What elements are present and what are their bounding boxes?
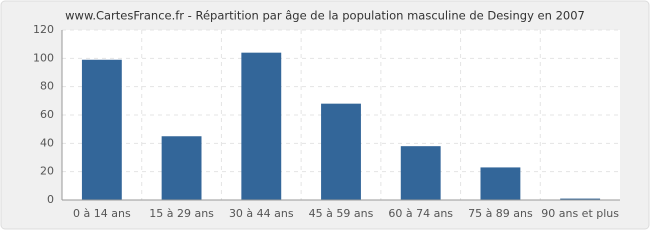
y-tick-label: 100 [33, 51, 54, 64]
x-tick-label: 15 à 29 ans [149, 207, 214, 220]
y-tick-label: 0 [47, 193, 54, 206]
bar [161, 136, 202, 200]
y-tick-label: 40 [40, 136, 54, 149]
page: www.CartesFrance.fr - Répartition par âg… [0, 0, 650, 230]
y-tick-label: 80 [40, 80, 54, 93]
bar [81, 59, 122, 200]
x-tick-label: 90 ans et plus [541, 207, 619, 220]
x-tick-label: 0 à 14 ans [73, 207, 131, 220]
bar [480, 167, 521, 200]
chart-title: www.CartesFrance.fr - Répartition par âg… [65, 9, 585, 23]
bar [321, 103, 361, 200]
bar [241, 52, 282, 200]
y-tick-label: 60 [40, 108, 54, 121]
bar [400, 146, 441, 200]
x-tick-label: 45 à 59 ans [309, 207, 374, 220]
x-tick-label: 60 à 74 ans [388, 207, 453, 220]
y-tick-label: 20 [40, 165, 54, 178]
x-tick-label: 75 à 89 ans [468, 207, 533, 220]
y-tick-label: 120 [33, 23, 54, 36]
bar [560, 198, 601, 200]
chart: www.CartesFrance.fr - Répartition par âg… [0, 0, 650, 230]
x-tick-label: 30 à 44 ans [229, 207, 294, 220]
